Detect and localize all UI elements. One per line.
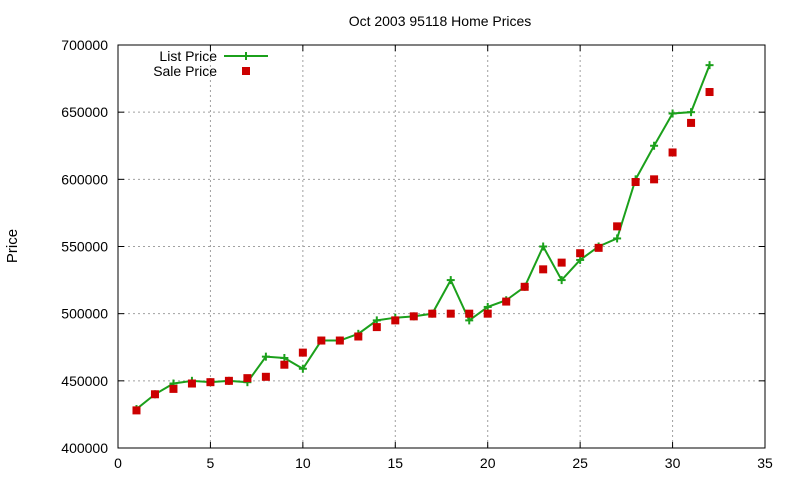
x-tick-label: 5 xyxy=(207,455,215,471)
sale-price-point xyxy=(372,323,381,332)
sale-price-point xyxy=(650,175,659,184)
sale-price-point xyxy=(446,309,455,318)
list-price-point xyxy=(539,242,548,251)
sale-price-point xyxy=(243,374,252,383)
list-price-point xyxy=(446,276,455,285)
x-tick-label: 0 xyxy=(114,455,122,471)
sale-price-point xyxy=(298,348,307,357)
y-tick-label: 450000 xyxy=(61,373,108,389)
sale-price-point xyxy=(261,372,270,381)
sale-price-point xyxy=(520,282,529,291)
list-price-line xyxy=(135,64,711,410)
sale-price-point xyxy=(576,249,585,258)
x-tick-label: 25 xyxy=(572,455,588,471)
y-tick-label: 600000 xyxy=(61,171,108,187)
list-price-point xyxy=(372,316,381,325)
list-price-point xyxy=(483,302,492,311)
y-tick-label: 400000 xyxy=(61,440,108,456)
sale-price-point xyxy=(206,378,215,387)
legend-sale-price-swatch-marker xyxy=(242,67,250,75)
chart-title: Oct 2003 95118 Home Prices xyxy=(349,13,532,29)
sale-price-point xyxy=(483,309,492,318)
y-tick-label: 650000 xyxy=(61,104,108,120)
sale-price-point xyxy=(502,297,511,306)
x-tick-label: 15 xyxy=(387,455,403,471)
sale-price-point xyxy=(613,222,622,231)
list-price-point xyxy=(261,352,270,361)
sale-price-point xyxy=(187,379,196,388)
list-price-point xyxy=(613,234,622,243)
sale-price-point xyxy=(409,312,418,321)
y-tick-label: 500000 xyxy=(61,306,108,322)
sale-price-point xyxy=(391,316,400,325)
list-price-point xyxy=(650,141,659,150)
list-price-point xyxy=(687,108,696,117)
list-price-point xyxy=(298,364,307,373)
list-price-point xyxy=(705,61,714,70)
sale-price-point xyxy=(557,258,566,267)
sale-price-point xyxy=(668,148,677,157)
y-tick-label: 700000 xyxy=(61,37,108,53)
list-price-point xyxy=(557,276,566,285)
sale-price-point xyxy=(465,309,474,318)
sale-price-point xyxy=(280,360,289,369)
list-price-point xyxy=(465,316,474,325)
sale-price-point xyxy=(169,384,178,393)
sale-price-point xyxy=(354,332,363,341)
sale-price-point xyxy=(335,336,344,345)
sale-price-point xyxy=(705,88,714,97)
legend-list-price-swatch-marker xyxy=(242,52,250,60)
sale-price-point xyxy=(132,406,141,415)
x-tick-label: 20 xyxy=(480,455,496,471)
sale-price-point xyxy=(687,118,696,127)
list-price-point xyxy=(280,353,289,362)
plot-frame xyxy=(117,44,766,449)
sale-price-point xyxy=(317,336,326,345)
y-axis-label: Price xyxy=(4,229,21,263)
y-tick-label: 550000 xyxy=(61,239,108,255)
sale-price-point xyxy=(631,178,640,187)
grid-lines xyxy=(118,45,765,448)
x-tick-label: 30 xyxy=(665,455,681,471)
sale-price-point xyxy=(539,265,548,274)
x-tick-label: 10 xyxy=(295,455,311,471)
sale-price-point xyxy=(150,390,159,399)
list-price-point xyxy=(576,255,585,264)
sale-price-point xyxy=(594,243,603,252)
legend-list-price-label: List Price xyxy=(159,48,217,64)
data-series xyxy=(132,61,714,415)
list-price-point xyxy=(668,109,677,118)
sale-price-point xyxy=(428,309,437,318)
x-tick-label: 35 xyxy=(757,455,773,471)
legend-sale-price-label: Sale Price xyxy=(153,63,217,79)
sale-price-point xyxy=(224,376,233,385)
axis-ticks: 0 5 10 15 20 25 30 35 400000 450000 500000 550000 60… xyxy=(61,37,773,471)
